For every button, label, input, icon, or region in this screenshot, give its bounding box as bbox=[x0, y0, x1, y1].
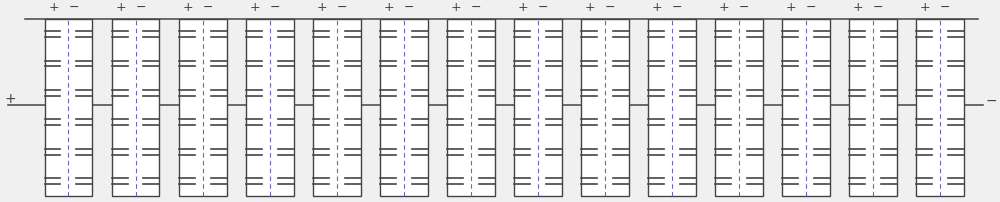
Text: −: − bbox=[404, 1, 414, 14]
Text: +: + bbox=[652, 1, 662, 14]
Bar bbox=[179, 19, 227, 196]
Text: −: − bbox=[605, 1, 615, 14]
Bar bbox=[514, 19, 562, 196]
Text: −: − bbox=[270, 1, 280, 14]
Text: +: + bbox=[182, 1, 193, 14]
Text: +: + bbox=[518, 1, 528, 14]
Bar bbox=[246, 19, 294, 196]
Text: −: − bbox=[69, 1, 79, 14]
Text: +: + bbox=[317, 1, 327, 14]
Bar bbox=[45, 19, 92, 196]
Bar bbox=[648, 19, 696, 196]
Text: +: + bbox=[719, 1, 729, 14]
Bar bbox=[313, 19, 361, 196]
Text: −: − bbox=[136, 1, 146, 14]
Bar bbox=[447, 19, 495, 196]
Text: −: − bbox=[203, 1, 213, 14]
Bar bbox=[380, 19, 428, 196]
Text: +: + bbox=[920, 1, 931, 14]
Text: +: + bbox=[115, 1, 126, 14]
Bar bbox=[112, 19, 159, 196]
Bar bbox=[715, 19, 763, 196]
Bar bbox=[849, 19, 897, 196]
Text: +: + bbox=[48, 1, 59, 14]
Text: −: − bbox=[806, 1, 817, 14]
Text: +: + bbox=[384, 1, 394, 14]
Text: +: + bbox=[250, 1, 260, 14]
Text: +: + bbox=[5, 92, 17, 106]
Text: −: − bbox=[739, 1, 749, 14]
Text: −: − bbox=[471, 1, 481, 14]
Text: −: − bbox=[985, 94, 997, 108]
Text: −: − bbox=[873, 1, 884, 14]
Text: −: − bbox=[337, 1, 347, 14]
Text: −: − bbox=[940, 1, 951, 14]
Bar bbox=[782, 19, 830, 196]
Bar bbox=[916, 19, 964, 196]
Text: +: + bbox=[585, 1, 595, 14]
Text: +: + bbox=[451, 1, 461, 14]
Text: +: + bbox=[853, 1, 863, 14]
Text: −: − bbox=[672, 1, 682, 14]
Text: −: − bbox=[538, 1, 548, 14]
Text: +: + bbox=[786, 1, 796, 14]
Bar bbox=[581, 19, 629, 196]
